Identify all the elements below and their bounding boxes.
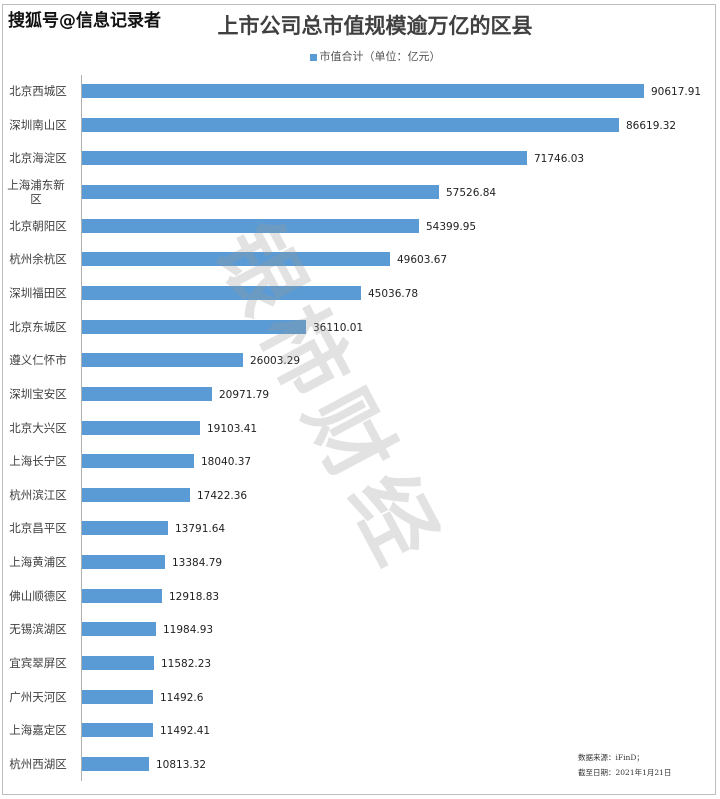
value-label: 10813.32: [156, 759, 207, 771]
footnote-source: 数据来源：iFinD；: [578, 753, 644, 762]
bar: [82, 757, 149, 771]
bar: [82, 84, 644, 98]
value-label: 17422.36: [197, 489, 248, 502]
bar: [82, 218, 419, 233]
table-row: 深圳南山区 86619.32: [0, 117, 720, 152]
table-row: 北京朝阳区 54399.95: [0, 218, 720, 253]
value-label: 49603.67: [397, 254, 448, 267]
table-row: 北京西城区 90617.91: [0, 84, 720, 118]
category-label: 北京海淀区: [9, 151, 67, 166]
category-label: 北京朝阳区: [9, 218, 67, 233]
value-label: 26003.29: [250, 355, 301, 368]
bar: [82, 151, 527, 166]
bar: [82, 386, 212, 401]
bar: [82, 656, 154, 671]
table-row: 广州天河区 11492.6: [0, 689, 720, 724]
value-label: 45036.78: [368, 287, 419, 300]
table-row: 无锡滨湖区 11984.93: [0, 622, 720, 656]
table-row: 上海浦东新区 57526.84: [0, 178, 720, 219]
value-label: 71746.03: [534, 153, 585, 166]
value-label: 90617.91: [651, 86, 702, 98]
chart-legend: 市值合计（单位：亿元）: [0, 48, 720, 64]
category-label: 北京大兴区: [9, 420, 67, 435]
bar: [82, 420, 200, 435]
category-label: 杭州西湖区: [9, 757, 67, 771]
value-label: 11492.6: [160, 691, 204, 704]
category-label: 深圳宝安区: [9, 386, 67, 401]
category-label: 上海黄浦区: [9, 555, 67, 570]
bar: [82, 319, 306, 334]
category-label: 深圳福田区: [9, 285, 67, 300]
value-label: 11984.93: [163, 624, 214, 637]
footnote-date: 截至日期：2021年1月21日: [578, 768, 672, 777]
value-label: 13384.79: [172, 557, 223, 570]
table-row: 佛山顺德区 12918.83: [0, 588, 720, 623]
category-label: 上海浦东新区: [7, 177, 65, 206]
bar: [82, 252, 390, 267]
value-label: 54399.95: [426, 220, 477, 233]
table-row: 深圳宝安区 20971.79: [0, 386, 720, 421]
category-label: 杭州滨江区: [9, 487, 67, 502]
source-watermark: 搜狐号@信息记录者: [8, 11, 161, 31]
y-axis-line: [81, 75, 82, 781]
category-label: 上海嘉定区: [9, 723, 67, 738]
table-row: 上海黄浦区 13384.79: [0, 555, 720, 589]
bar: [82, 454, 194, 469]
value-label: 11492.41: [160, 725, 211, 738]
legend-label: 市值合计（单位：亿元）: [319, 50, 441, 63]
category-label: 北京东城区: [9, 319, 67, 334]
value-label: 12918.83: [169, 590, 220, 603]
table-row: 杭州滨江区 17422.36: [0, 487, 720, 522]
value-label: 18040.37: [201, 456, 252, 469]
bar: [82, 487, 190, 502]
bar: [82, 285, 361, 300]
category-label: 深圳南山区: [9, 117, 67, 132]
bar: [82, 521, 168, 536]
table-row: 上海嘉定区 11492.41: [0, 723, 720, 757]
category-label: 佛山顺德区: [9, 588, 67, 603]
category-label: 杭州余杭区: [9, 252, 67, 267]
category-label: 北京昌平区: [9, 521, 67, 536]
chart-title: 上市公司总市值规模逾万亿的区县: [217, 13, 533, 38]
bar: [82, 353, 243, 368]
value-label: 11582.23: [161, 658, 212, 671]
value-label: 86619.32: [626, 119, 677, 132]
category-label: 遵义仁怀市: [9, 353, 67, 368]
value-label: 57526.84: [446, 186, 497, 199]
legend-swatch-icon: [309, 53, 317, 61]
table-row: 宜宾翠屏区 11582.23: [0, 656, 720, 690]
category-label: 宜宾翠屏区: [9, 656, 67, 671]
value-label: 20971.79: [219, 388, 270, 401]
table-row: 深圳福田区 45036.78: [0, 285, 720, 320]
table-row: 北京大兴区 19103.41: [0, 420, 720, 455]
table-row: 北京东城区 36110.01: [0, 319, 720, 354]
value-label: 13791.64: [175, 523, 226, 536]
bar: [82, 689, 153, 704]
table-row: 杭州余杭区 49603.67: [0, 252, 720, 286]
value-label: 36110.01: [313, 321, 364, 334]
table-row: 上海长宁区 18040.37: [0, 454, 720, 488]
table-row: 遵义仁怀市 26003.29: [0, 353, 720, 387]
table-row: 北京海淀区 71746.03: [0, 151, 720, 185]
bar: [82, 555, 165, 570]
table-row: 杭州西湖区 10813.32: [0, 757, 720, 791]
bar: [82, 723, 153, 738]
category-label: 北京西城区: [9, 84, 67, 98]
category-label: 上海长宁区: [9, 454, 67, 469]
bar: [82, 622, 156, 637]
category-label: 广州天河区: [9, 689, 67, 704]
bar: [82, 184, 439, 199]
bar: [82, 588, 162, 603]
value-label: 19103.41: [207, 422, 258, 435]
bar: [82, 117, 619, 132]
category-label: 无锡滨湖区: [9, 622, 67, 637]
table-row: 北京昌平区 13791.64: [0, 521, 720, 555]
